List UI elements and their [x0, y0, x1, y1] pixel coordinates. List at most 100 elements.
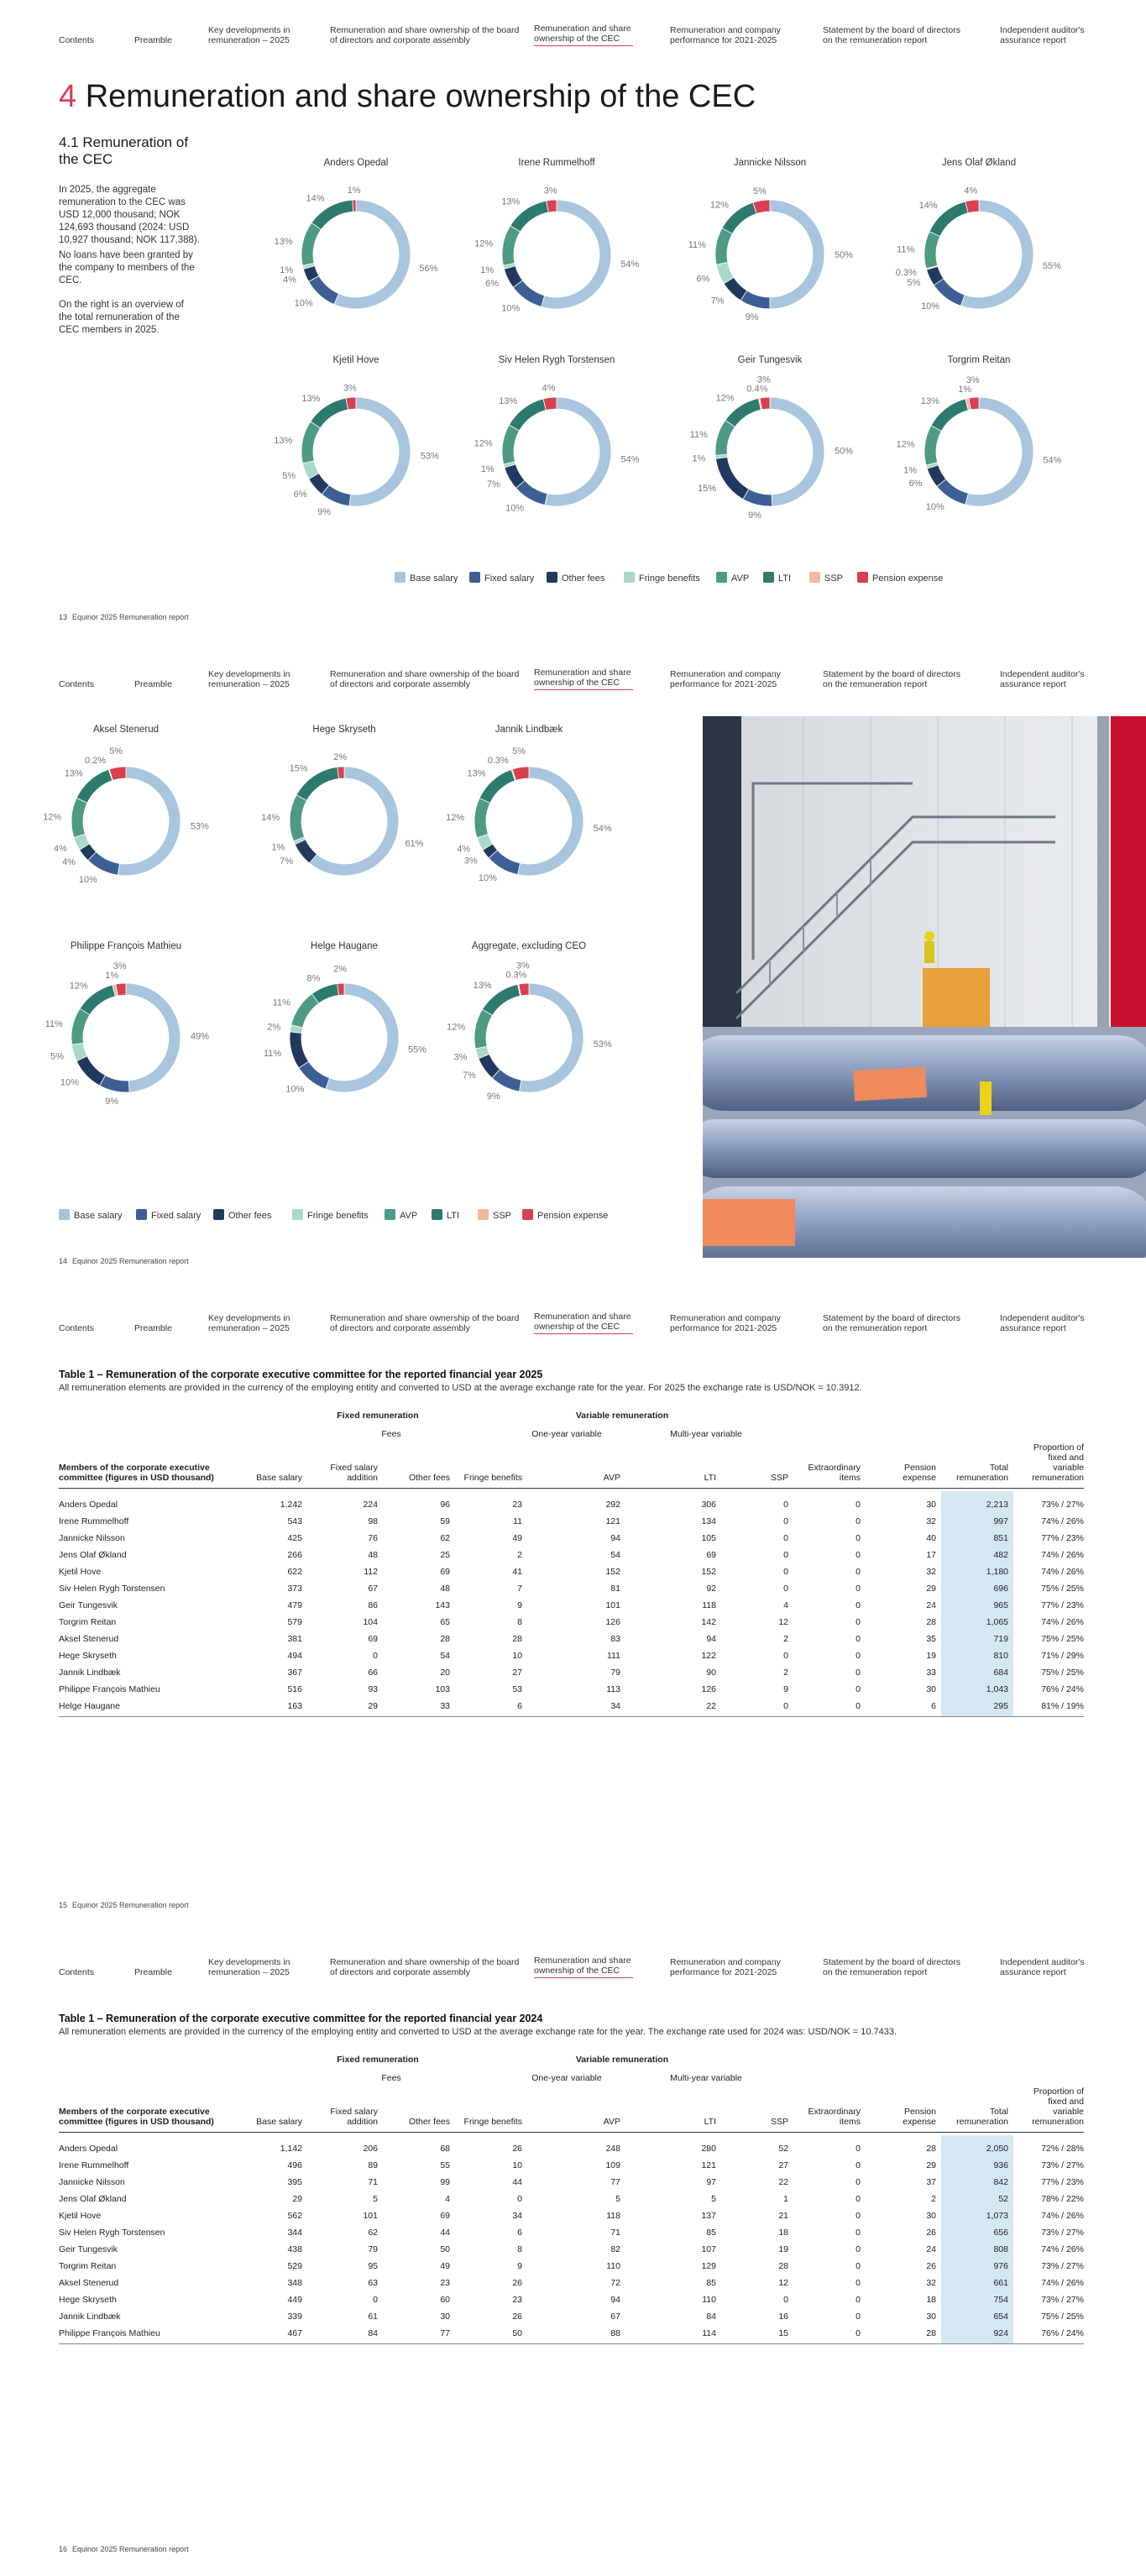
data-label: 12% [70, 982, 88, 992]
table-cell: Jannik Lindbæk [59, 1668, 121, 1678]
data-label: 56% [419, 264, 437, 274]
nav-link[interactable]: Remuneration and share ownership of the … [330, 25, 520, 45]
nav-link[interactable]: Preamble [134, 35, 172, 45]
nav-link[interactable]: Remuneration and company performance for… [670, 25, 781, 45]
table-cell: 53 [512, 1684, 522, 1694]
table-cell: 15 [778, 2328, 788, 2338]
table-cell: 7 [517, 1584, 522, 1594]
donut-segment [960, 199, 1034, 310]
table-cell: Hege Skryseth [59, 1651, 117, 1661]
data-label: 14% [261, 813, 280, 823]
legend-swatch [432, 1209, 442, 1220]
nav-link[interactable]: Remuneration and company performance for… [670, 1313, 781, 1333]
table-cell: 23 [512, 1500, 522, 1510]
nav-link[interactable]: Preamble [134, 1967, 172, 1977]
table-cell: 81% / 19% [1041, 1701, 1084, 1711]
table-cell: 118 [702, 1600, 716, 1610]
nav-link[interactable]: Preamble [134, 679, 172, 689]
nav-link[interactable]: Independent auditor's assurance report [1000, 1313, 1085, 1333]
table-cell: 622 [287, 1567, 302, 1577]
table-cell: 0 [783, 1567, 788, 1577]
table-cell: Aksel Stenerud [59, 1634, 119, 1644]
nav-link[interactable]: Remuneration and share ownership of the … [330, 1957, 520, 1977]
table-cell: 22 [778, 2177, 788, 2187]
donut-segment [309, 766, 400, 877]
nav-link[interactable]: Statement by the board of directors on t… [823, 25, 961, 45]
page: Aksel Stenerud 53% 10% 4% 4% 12% 13% 0.2% 5% Hege… [0, 644, 1146, 1288]
nav-link[interactable]: Statement by the board of directors on t… [823, 1313, 961, 1333]
nav-link[interactable]: Remuneration and company performance for… [670, 1957, 781, 1977]
nav-link[interactable]: Remuneration and share ownership of the … [534, 666, 633, 690]
nav-link[interactable]: Contents [59, 679, 95, 689]
data-label: 12% [474, 239, 493, 249]
nav-link[interactable]: Remuneration and share ownership of the … [534, 1954, 633, 1978]
group-header: Fixed remuneration [337, 2055, 419, 2065]
table-cell: 28 [926, 2144, 936, 2154]
data-label: 2% [267, 1023, 280, 1033]
data-label: 55% [408, 1045, 426, 1055]
table-cell: 52 [998, 2194, 1008, 2204]
table-title: Table 1 – Remuneration of the corporate … [59, 1369, 543, 1380]
donut-segment [544, 396, 612, 507]
table-cell: 21 [778, 2211, 788, 2221]
nav-link[interactable]: Key developments in remuneration – 2025 [208, 1313, 290, 1333]
nav-link[interactable]: Remuneration and share ownership of the … [534, 1310, 633, 1334]
donut-segment [348, 396, 411, 507]
table-cell: 719 [993, 1634, 1008, 1644]
table-cell: 77 [610, 2177, 620, 2187]
table-cell: 62 [440, 1533, 450, 1543]
table-cell: 29 [292, 2194, 302, 2204]
table-cell: Jannicke Nilsson [59, 1533, 125, 1543]
nav-link[interactable]: Independent auditor's assurance report [1000, 1957, 1085, 1977]
table-cell: Geir Tungesvik [59, 2244, 118, 2254]
table-cell: 134 [701, 1516, 716, 1526]
table-cell: 425 [287, 1533, 302, 1543]
legend-label: Pension expense [537, 1211, 608, 1221]
data-label: 6% [909, 479, 923, 489]
table-cell: 0 [856, 1500, 861, 1510]
nav-link[interactable]: Key developments in remuneration – 2025 [208, 25, 290, 45]
table-cell: 73% / 27% [1041, 1500, 1084, 1510]
nav-link[interactable]: Independent auditor's assurance report [1000, 25, 1085, 45]
data-label: 5% [282, 471, 296, 481]
nav-link[interactable]: Preamble [134, 1323, 172, 1333]
nav-link[interactable]: Contents [59, 1967, 95, 1977]
nav-link[interactable]: Key developments in remuneration – 2025 [208, 1957, 290, 1977]
nav-link[interactable]: Contents [59, 1323, 95, 1333]
data-label: 9% [746, 312, 759, 322]
table-cell: 126 [605, 1617, 620, 1627]
nav-link[interactable]: Remuneration and share ownership of the … [534, 22, 633, 46]
legend-swatch [59, 1209, 70, 1220]
nav-link[interactable]: Remuneration and company performance for… [670, 669, 781, 689]
data-label: 11% [45, 1019, 63, 1029]
table-cell: 77 [440, 2328, 450, 2338]
data-label: 4% [542, 384, 555, 394]
chart-title: Geir Tungesvik [738, 355, 803, 365]
donut-segment [518, 982, 530, 997]
nav-link[interactable]: Contents [59, 35, 95, 45]
table-cell: 23 [440, 2278, 450, 2288]
table-cell: 74% / 26% [1041, 1617, 1084, 1627]
table-cell: 0 [856, 2177, 861, 2187]
table-cell: 5 [711, 2194, 716, 2204]
donut-segment [759, 396, 771, 411]
nav-link[interactable]: Statement by the board of directors on t… [823, 1957, 961, 1977]
nav-link[interactable]: Key developments in remuneration – 2025 [208, 669, 290, 689]
nav-link[interactable]: Remuneration and share ownership of the … [330, 1313, 520, 1333]
table-cell: Jens Olaf Økland [59, 1550, 127, 1560]
nav-link[interactable]: Independent auditor's assurance report [1000, 669, 1085, 689]
data-label: 13% [499, 396, 517, 406]
table-cell: 0 [783, 1651, 788, 1661]
data-label: 3% [113, 961, 127, 971]
table-cell: 90 [706, 1668, 716, 1678]
column-header: SSP [770, 1473, 788, 1483]
table-cell: 6 [931, 1701, 936, 1711]
table-cell: 684 [993, 1668, 1008, 1678]
nav-link[interactable]: Statement by the board of directors on t… [823, 669, 961, 689]
donut-segment [71, 797, 88, 838]
table-cell: 76% / 24% [1041, 1684, 1084, 1694]
table-cell: 936 [993, 2160, 1008, 2170]
nav-link[interactable]: Remuneration and share ownership of the … [330, 669, 520, 689]
donut-segment [301, 421, 322, 464]
column-header: Fixed salary addition [330, 1463, 378, 1483]
